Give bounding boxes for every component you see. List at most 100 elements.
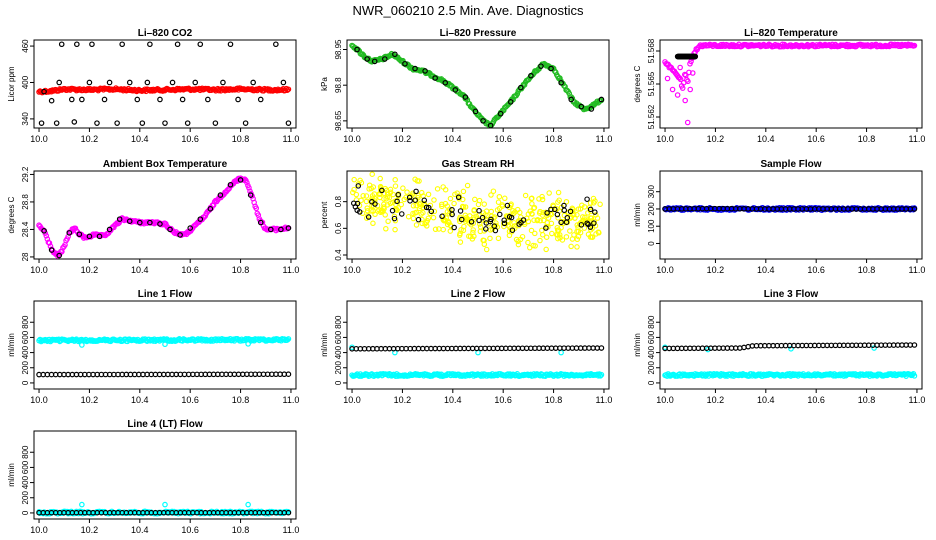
data-point — [114, 120, 120, 126]
data-point — [212, 120, 219, 126]
data-point — [494, 207, 501, 213]
data-point — [911, 42, 918, 49]
data-point — [399, 211, 405, 217]
data-point — [392, 176, 398, 183]
data-point — [285, 371, 292, 378]
data-point — [368, 208, 374, 214]
data-point — [491, 223, 498, 229]
data-point — [584, 220, 590, 226]
plot-frame — [346, 170, 610, 260]
data-point — [445, 218, 452, 225]
data-point — [413, 202, 419, 209]
x-tick-label: 10.2 — [81, 134, 99, 144]
data-point — [425, 191, 432, 198]
data-point — [86, 79, 93, 86]
data-point — [379, 187, 385, 194]
data-point — [544, 210, 550, 216]
data-point — [278, 226, 284, 233]
y-tick-label: 0.8 — [334, 196, 343, 208]
data-point — [569, 236, 576, 242]
data-point — [383, 196, 389, 202]
y-tick-label: 0 — [21, 380, 30, 385]
data-point — [285, 86, 292, 93]
data-point — [420, 209, 426, 216]
data-point — [374, 208, 381, 214]
data-point — [508, 214, 515, 221]
x-tick-label: 10.8 — [545, 395, 563, 405]
data-point — [364, 205, 370, 211]
data-point — [356, 209, 363, 215]
data-point — [68, 96, 75, 103]
data-point — [179, 96, 186, 103]
data-point — [351, 176, 357, 183]
data-point — [86, 233, 93, 240]
y-tick-label: 28 — [21, 252, 30, 261]
data-point — [387, 186, 394, 193]
x-tick-label: 11.0 — [596, 395, 613, 405]
data-point — [559, 237, 566, 243]
data-point — [570, 211, 577, 218]
x-tick-label: 10.0 — [656, 395, 674, 405]
data-point — [597, 373, 604, 379]
data-point — [578, 222, 585, 228]
data-point — [563, 234, 570, 240]
data-point — [410, 203, 417, 209]
data-point — [511, 220, 517, 226]
y-tick-label: 0 — [647, 241, 656, 246]
y-tick-label: 800 — [647, 315, 656, 329]
y-tick-label: 400 — [21, 75, 30, 89]
data-point — [483, 226, 489, 232]
panel-title: Li–820 Pressure — [440, 28, 517, 39]
y-tick-label: 98.8 — [334, 77, 343, 93]
panel-title: Ambient Box Temperature — [103, 159, 228, 170]
y-tick-label: 51.565 — [647, 71, 656, 96]
x-tick-label: 10.2 — [707, 134, 725, 144]
y-tick-label: 28.8 — [21, 194, 30, 210]
data-point — [558, 224, 564, 231]
data-point — [431, 197, 437, 203]
x-tick-label: 10.8 — [232, 525, 250, 535]
data-point — [452, 87, 459, 93]
data-point — [548, 65, 554, 72]
data-point — [549, 230, 555, 237]
data-point — [439, 201, 445, 208]
data-point — [46, 240, 53, 246]
data-point — [421, 197, 428, 204]
data-point — [558, 219, 564, 226]
x-tick-label: 10.2 — [394, 395, 412, 405]
data-point — [544, 212, 550, 219]
data-point — [79, 96, 85, 103]
data-point — [577, 229, 584, 236]
plot-frame — [659, 170, 923, 260]
data-point — [410, 215, 417, 222]
data-point — [384, 191, 391, 197]
data-point — [519, 233, 526, 240]
data-point — [509, 227, 516, 233]
data-point — [568, 243, 574, 250]
data-point — [563, 198, 570, 205]
data-point — [536, 210, 543, 216]
y-axis-label: kPa — [320, 77, 329, 91]
data-point — [48, 97, 55, 104]
data-point — [525, 239, 531, 246]
data-point — [273, 41, 279, 48]
data-point — [539, 232, 546, 238]
data-point — [245, 501, 251, 508]
data-point — [685, 78, 691, 85]
y-tick-label: 0 — [334, 380, 343, 385]
data-point — [911, 342, 918, 348]
y-tick-label: 0 — [647, 380, 656, 385]
data-point — [532, 243, 538, 249]
plot-points — [662, 41, 918, 126]
data-point — [250, 79, 256, 86]
data-point — [512, 209, 518, 215]
panel-title: Sample Flow — [760, 159, 821, 170]
data-point — [71, 119, 78, 125]
data-point — [578, 103, 585, 110]
data-point — [543, 234, 550, 240]
data-point — [520, 217, 527, 223]
data-point — [257, 96, 264, 103]
panels-group: Li–820 CO2 10.0 10.2 10.4 10.6 10.8 11.0 340 400… — [7, 28, 925, 535]
data-point — [483, 246, 490, 253]
data-point — [395, 205, 402, 211]
